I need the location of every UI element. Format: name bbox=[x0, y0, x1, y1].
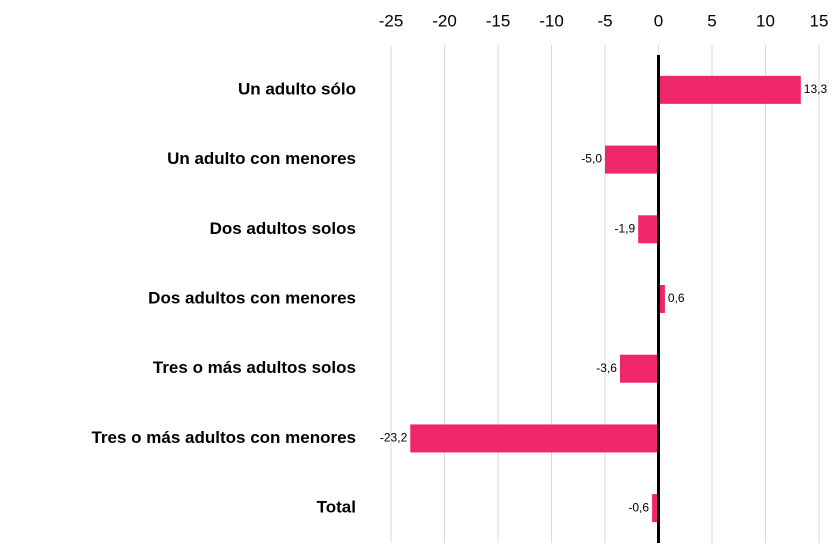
y-tick-label: Tres o más adultos con menores bbox=[91, 428, 356, 447]
x-tick-label: -15 bbox=[486, 11, 511, 30]
y-tick-label: Total bbox=[317, 498, 356, 517]
data-label: -5,0 bbox=[581, 152, 602, 166]
bar bbox=[605, 145, 659, 174]
bar bbox=[619, 354, 659, 383]
data-label: 0,6 bbox=[668, 291, 685, 305]
x-tick-label: 10 bbox=[756, 11, 775, 30]
x-tick-label: 15 bbox=[810, 11, 829, 30]
bar bbox=[652, 494, 659, 523]
y-tick-label: Un adulto sólo bbox=[238, 79, 356, 98]
data-label: -23,2 bbox=[380, 431, 408, 445]
bar bbox=[658, 75, 801, 104]
x-tick-label: -20 bbox=[432, 11, 457, 30]
x-tick-label: 5 bbox=[707, 11, 716, 30]
data-label: -3,6 bbox=[596, 361, 617, 375]
x-tick-label: -5 bbox=[597, 11, 612, 30]
x-tick-label: -25 bbox=[379, 11, 404, 30]
bar bbox=[658, 285, 665, 313]
x-tick-label: -10 bbox=[539, 11, 564, 30]
data-label: -1,9 bbox=[614, 221, 635, 235]
data-label: -0,6 bbox=[628, 500, 649, 514]
bar bbox=[410, 424, 659, 453]
y-tick-label: Un adulto con menores bbox=[167, 149, 356, 168]
y-tick-label: Dos adultos con menores bbox=[148, 288, 356, 307]
y-tick-label: Tres o más adultos solos bbox=[153, 358, 356, 377]
x-tick-label: 0 bbox=[654, 11, 663, 30]
data-label: 13,3 bbox=[804, 82, 828, 96]
bar bbox=[638, 215, 659, 244]
y-tick-label: Dos adultos solos bbox=[210, 219, 356, 238]
